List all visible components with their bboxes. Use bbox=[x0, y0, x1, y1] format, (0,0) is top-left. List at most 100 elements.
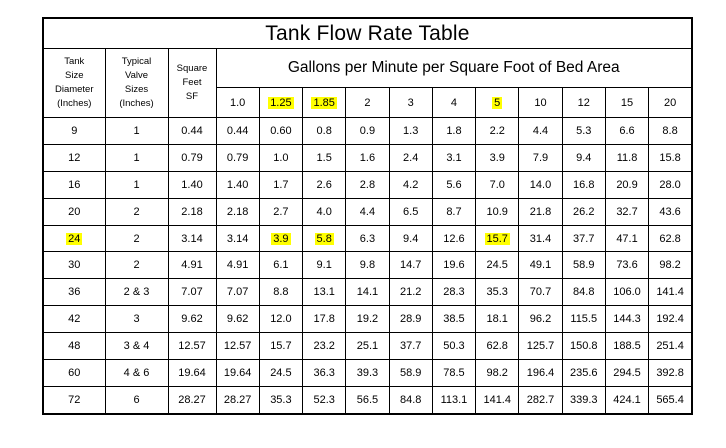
gpm-value-cell: 28.3 bbox=[431, 278, 477, 307]
gpm-value-cell: 9.4 bbox=[388, 224, 433, 253]
gpm-value-cell: 19.6 bbox=[431, 251, 477, 280]
rate-header-1.0: 1.0 bbox=[215, 87, 260, 118]
gpm-value-cell: 9.8 bbox=[345, 251, 390, 280]
table-row-diameter-36: 36 2 & 3 7.07 7.07 8.8 13.1 14.1 21.2 28.3 35.3 70… bbox=[42, 278, 693, 307]
gpm-value-cell: 282.7 bbox=[518, 385, 563, 415]
gpm-value-cell: 8.8 bbox=[648, 117, 693, 145]
tank-diameter-cell-highlighted-text: 24 bbox=[66, 232, 83, 245]
gpm-value-cell: 37.7 bbox=[561, 224, 606, 253]
square-feet-cell: 0.44 bbox=[167, 117, 217, 145]
gpm-value-cell: 294.5 bbox=[604, 359, 650, 387]
valve-size-cell: 2 & 3 bbox=[104, 278, 169, 307]
gpm-value-cell: 70.7 bbox=[518, 278, 563, 307]
tank-flow-rate-table-container: Tank Flow Rate Table Tank Size Diameter … bbox=[42, 17, 693, 415]
gpm-value-cell: 35.3 bbox=[475, 278, 520, 307]
gpm-value-cell: 8.8 bbox=[258, 278, 304, 307]
gpm-value-cell: 12.57 bbox=[215, 332, 260, 361]
gpm-value-cell: 28.0 bbox=[648, 170, 693, 199]
rate-header-20: 20 bbox=[648, 87, 693, 118]
gpm-value-cell: 0.60 bbox=[258, 117, 304, 145]
gpm-value-cell: 196.4 bbox=[518, 359, 563, 387]
gpm-value-cell: 9.4 bbox=[561, 143, 606, 172]
gpm-value-cell: 28.27 bbox=[215, 385, 260, 415]
square-feet-cell: 12.57 bbox=[167, 332, 217, 361]
gpm-value-cell: 15.8 bbox=[648, 143, 693, 172]
gpm-value-cell: 5.6 bbox=[431, 170, 477, 199]
gpm-value-cell: 43.6 bbox=[648, 197, 693, 226]
rate-header-1.85: 1.85 bbox=[302, 87, 347, 118]
tank-diameter-cell: 9 bbox=[42, 117, 106, 145]
page-title: Tank Flow Rate Table bbox=[42, 17, 693, 49]
gpm-value-cell: 1.8 bbox=[431, 117, 477, 145]
gpm-value-cell: 20.9 bbox=[604, 170, 650, 199]
valve-size-cell: 6 bbox=[104, 385, 169, 415]
gpm-value-cell: 14.7 bbox=[388, 251, 433, 280]
gpm-value-cell: 4.91 bbox=[215, 251, 260, 280]
gpm-value-cell: 144.3 bbox=[604, 305, 650, 334]
table-row-diameter-24: 24 2 3.14 3.14 3.9 5.8 6.3 9.4 12.6 15.7 31.4 37.7 4… bbox=[42, 224, 693, 253]
gpm-value-cell: 4.4 bbox=[345, 197, 390, 226]
gpm-value-cell: 78.5 bbox=[431, 359, 477, 387]
tank-diameter-cell: 12 bbox=[42, 143, 106, 172]
rate-header-10: 10 bbox=[518, 87, 563, 118]
gpm-value-cell: 2.2 bbox=[475, 117, 520, 145]
gpm-value-cell: 58.9 bbox=[388, 359, 433, 387]
gpm-value-cell: 58.9 bbox=[561, 251, 606, 280]
valve-size-cell: 2 bbox=[104, 224, 169, 253]
valve-size-cell: 1 bbox=[104, 170, 169, 199]
gpm-value-cell: 0.44 bbox=[215, 117, 260, 145]
rate-header-5-highlighted-text: 5 bbox=[492, 96, 503, 109]
table-row-diameter-12: 12 1 0.79 0.79 1.0 1.5 1.6 2.4 3.1 3.9 7.9 9.4 11.8 1… bbox=[42, 143, 693, 172]
gpm-value-cell: 1.40 bbox=[215, 170, 260, 199]
rate-header-1.25: 1.25 bbox=[258, 87, 304, 118]
gpm-value-cell: 125.7 bbox=[518, 332, 563, 361]
tank-diameter-cell: 16 bbox=[42, 170, 106, 199]
table-row-diameter-48: 48 3 & 4 12.57 12.57 15.7 23.2 25.1 37.7 50.3 62.… bbox=[42, 332, 693, 361]
gpm-value-cell: 106.0 bbox=[604, 278, 650, 307]
gpm-value-cell: 6.5 bbox=[388, 197, 433, 226]
gpm-value-cell: 424.1 bbox=[604, 385, 650, 415]
gpm-value-cell: 7.07 bbox=[215, 278, 260, 307]
gpm-value-cell: 56.5 bbox=[345, 385, 390, 415]
tank-diameter-cell: 20 bbox=[42, 197, 106, 226]
gpm-value-cell: 2.4 bbox=[388, 143, 433, 172]
gpm-value-cell: 62.8 bbox=[475, 332, 520, 361]
gpm-value-cell: 0.8 bbox=[302, 117, 347, 145]
tank-diameter-cell: 36 bbox=[42, 278, 106, 307]
rate-header-4: 4 bbox=[431, 87, 477, 118]
gpm-value-cell: 235.6 bbox=[561, 359, 606, 387]
table-row-diameter-9: 9 1 0.44 0.44 0.60 0.8 0.9 1.3 1.8 2.2 4.4 5.3 6.6 8.… bbox=[42, 117, 693, 145]
gpm-value-cell: 19.64 bbox=[215, 359, 260, 387]
gpm-value-cell: 4.4 bbox=[518, 117, 563, 145]
valve-size-cell: 4 & 6 bbox=[104, 359, 169, 387]
gpm-value-cell: 5.3 bbox=[561, 117, 606, 145]
gpm-value-cell: 150.8 bbox=[561, 332, 606, 361]
gpm-value-cell: 73.6 bbox=[604, 251, 650, 280]
gpm-value-cell: 15.7 bbox=[475, 224, 520, 253]
gpm-value-cell: 6.1 bbox=[258, 251, 304, 280]
gpm-value-cell: 141.4 bbox=[648, 278, 693, 307]
gpm-value-cell-highlighted-text: 3.9 bbox=[271, 232, 291, 245]
gpm-value-cell: 2.6 bbox=[302, 170, 347, 199]
gpm-value-cell: 84.8 bbox=[388, 385, 433, 415]
gpm-value-cell: 15.7 bbox=[258, 332, 304, 361]
gpm-value-cell: 3.1 bbox=[431, 143, 477, 172]
gpm-value-cell: 38.5 bbox=[431, 305, 477, 334]
gpm-value-cell: 141.4 bbox=[475, 385, 520, 415]
gpm-value-cell: 37.7 bbox=[388, 332, 433, 361]
title-row: Tank Flow Rate Table bbox=[42, 17, 693, 49]
gpm-value-cell: 62.8 bbox=[648, 224, 693, 253]
gpm-value-cell: 39.3 bbox=[345, 359, 390, 387]
gpm-value-cell: 47.1 bbox=[604, 224, 650, 253]
gpm-value-cell: 98.2 bbox=[648, 251, 693, 280]
gpm-value-cell: 26.2 bbox=[561, 197, 606, 226]
column-header-typical-valve-sizes: Typical Valve Sizes (Inches) bbox=[104, 48, 169, 118]
gpm-value-cell: 14.1 bbox=[345, 278, 390, 307]
table-row-diameter-72: 72 6 28.27 28.27 35.3 52.3 56.5 84.8 113.1 141.4 2… bbox=[42, 385, 693, 415]
gpm-value-cell: 50.3 bbox=[431, 332, 477, 361]
gpm-value-cell: 9.62 bbox=[215, 305, 260, 334]
table-header: Tank Flow Rate Table Tank Size Diameter … bbox=[42, 17, 693, 118]
tank-diameter-cell: 42 bbox=[42, 305, 106, 334]
tank-diameter-cell: 60 bbox=[42, 359, 106, 387]
gpm-value-cell: 13.1 bbox=[302, 278, 347, 307]
